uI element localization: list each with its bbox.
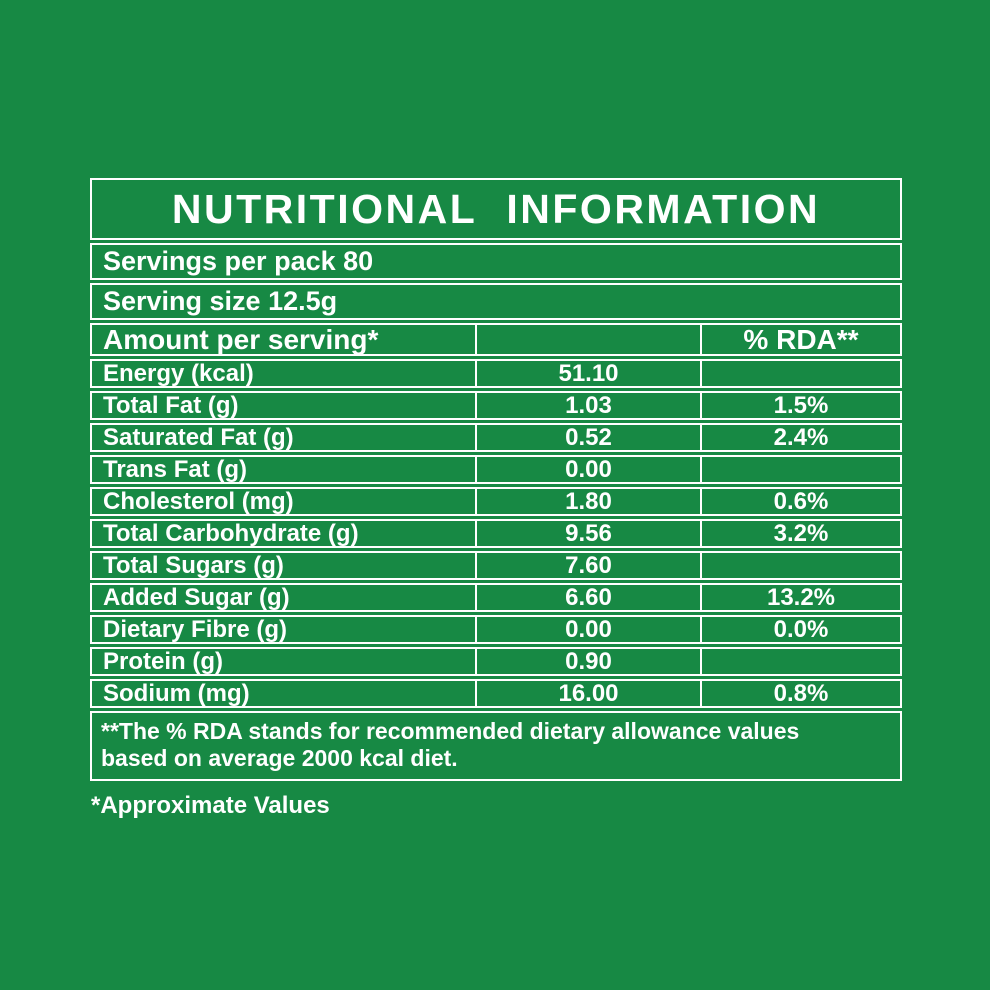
table-row-energy: Energy (kcal) 51.10 bbox=[90, 359, 902, 388]
nutrient-name: Saturated Fat (g) bbox=[103, 423, 294, 451]
nutrient-value: 16.00 bbox=[475, 680, 702, 707]
nutrient-value: 6.60 bbox=[475, 584, 702, 611]
serving-size: Serving size 12.5g bbox=[90, 283, 902, 320]
approximate-values-note: *Approximate Values bbox=[91, 792, 330, 819]
nutrient-value: 1.80 bbox=[475, 488, 702, 515]
nutrient-name: Total Fat (g) bbox=[103, 391, 239, 419]
nutrition-label: NUTRITIONAL INFORMATION Servings per pac… bbox=[90, 178, 902, 820]
servings-per-pack: Servings per pack 80 bbox=[90, 243, 902, 280]
nutrient-rda: 1.5% bbox=[773, 391, 829, 419]
nutrient-rda: 0.8% bbox=[773, 679, 829, 707]
nutrient-rda: 0.0% bbox=[773, 615, 829, 643]
table-row-cholesterol: Cholesterol (mg) 1.80 0.6% bbox=[90, 487, 902, 516]
table-header-row: Amount per serving* % RDA** bbox=[90, 323, 902, 356]
table-row-total-sugars: Total Sugars (g) 7.60 bbox=[90, 551, 902, 580]
rda-footnote: **The % RDA stands for recommended dieta… bbox=[90, 711, 902, 781]
label-title: NUTRITIONAL INFORMATION bbox=[90, 178, 902, 240]
nutrient-name: Sodium (mg) bbox=[103, 679, 250, 707]
nutrient-rda bbox=[702, 457, 900, 482]
table-row-added-sugar: Added Sugar (g) 6.60 13.2% bbox=[90, 583, 902, 612]
nutrient-name: Trans Fat (g) bbox=[103, 455, 248, 483]
nutrient-name: Energy (kcal) bbox=[103, 359, 254, 387]
nutrient-value: 9.56 bbox=[475, 520, 702, 547]
nutrient-rda: 2.4% bbox=[773, 423, 829, 451]
rda-footnote-line2: based on average 2000 kcal diet. bbox=[101, 745, 458, 771]
nutrient-value: 7.60 bbox=[475, 552, 702, 579]
nutrient-name: Total Sugars (g) bbox=[103, 551, 284, 579]
nutrient-name: Added Sugar (g) bbox=[103, 583, 290, 611]
table-row-protein: Protein (g) 0.90 bbox=[90, 647, 902, 676]
nutrient-value: 51.10 bbox=[475, 360, 702, 387]
nutrient-rda bbox=[702, 361, 900, 386]
table-row-trans-fat: Trans Fat (g) 0.00 bbox=[90, 455, 902, 484]
header-value-column bbox=[475, 325, 702, 354]
nutrient-value: 0.90 bbox=[475, 648, 702, 675]
nutrient-value: 0.52 bbox=[475, 424, 702, 451]
table-row-sodium: Sodium (mg) 16.00 0.8% bbox=[90, 679, 902, 708]
table-row-total-carbohydrate: Total Carbohydrate (g) 9.56 3.2% bbox=[90, 519, 902, 548]
table-row-dietary-fibre: Dietary Fibre (g) 0.00 0.0% bbox=[90, 615, 902, 644]
nutrient-value: 0.00 bbox=[475, 616, 702, 643]
rda-footnote-line1: **The % RDA stands for recommended dieta… bbox=[101, 718, 800, 744]
nutrient-rda bbox=[702, 649, 900, 674]
nutrient-rda: 3.2% bbox=[773, 519, 829, 547]
nutrient-value: 1.03 bbox=[475, 392, 702, 419]
nutrient-name: Protein (g) bbox=[103, 647, 223, 675]
header-amount-per-serving: Amount per serving* bbox=[103, 323, 379, 355]
nutrient-value: 0.00 bbox=[475, 456, 702, 483]
header-rda-column: % RDA** bbox=[743, 323, 859, 355]
nutrient-rda: 0.6% bbox=[773, 487, 829, 515]
nutrient-name: Cholesterol (mg) bbox=[103, 487, 294, 515]
nutrient-rda: 13.2% bbox=[766, 583, 836, 611]
table-row-saturated-fat: Saturated Fat (g) 0.52 2.4% bbox=[90, 423, 902, 452]
nutrient-rda bbox=[702, 553, 900, 578]
nutrient-name: Dietary Fibre (g) bbox=[103, 615, 288, 643]
table-row-total-fat: Total Fat (g) 1.03 1.5% bbox=[90, 391, 902, 420]
nutrient-name: Total Carbohydrate (g) bbox=[103, 519, 359, 547]
